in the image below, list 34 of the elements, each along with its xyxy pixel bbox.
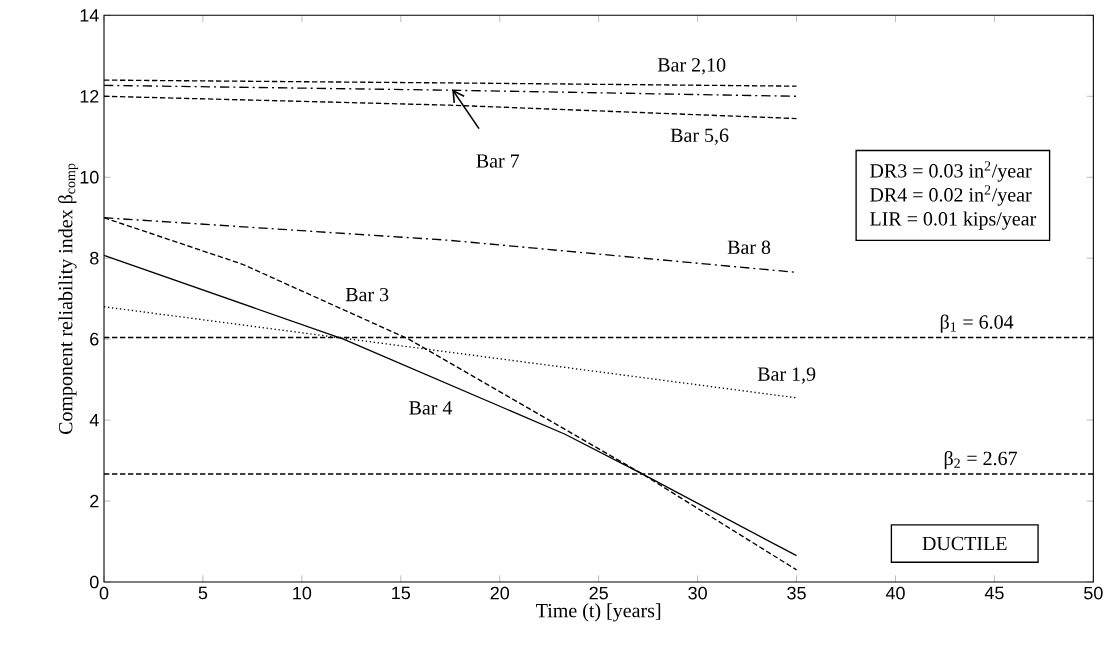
- y-tick-label: 4: [89, 413, 99, 427]
- x-tick-label: 35: [787, 586, 806, 600]
- annotation: DUCTILE: [922, 536, 1007, 551]
- x-tick-label: 25: [589, 586, 608, 600]
- y-tick-label: 10: [80, 170, 99, 184]
- x-tick-label: 50: [1084, 586, 1103, 600]
- x-tick-label: 0: [99, 586, 109, 600]
- series-label: Bar 4: [409, 401, 453, 415]
- x-tick-label: 40: [885, 586, 905, 600]
- y-tick-label: 12: [80, 90, 99, 103]
- y-tick-label: 2: [90, 494, 99, 508]
- y-tick-label: 14: [80, 9, 99, 22]
- x-tick-label: 45: [984, 586, 1004, 600]
- y-tick-label: 6: [90, 332, 99, 346]
- text: Bar 7: [476, 154, 520, 168]
- series-label: Bar 3: [345, 287, 389, 302]
- y-tick-label: 8: [90, 251, 99, 265]
- x-tick-label: 15: [392, 586, 411, 600]
- y-tick-label: 0: [89, 575, 99, 589]
- ref-line-label: β$_{2}$ = 2.67: [944, 450, 1018, 470]
- ref-line-label: β$_{1}$ = 6.04: [940, 314, 1014, 333]
- annotation: DR4 = 0.02 in$^{2}$/year: [870, 185, 1032, 206]
- series-label: Bar 2,10: [657, 58, 726, 75]
- x-tick-label: 30: [688, 586, 707, 600]
- series-label: Bar 5,6: [670, 128, 729, 145]
- series-label: Bar 1,9: [757, 367, 816, 384]
- x-axis-title: Time (t) [years]: [536, 603, 661, 622]
- annotation: DR3 = 0.03 in$^{2}$/year: [870, 161, 1032, 182]
- annotation: LIR = 0.01 kips/year: [870, 211, 1037, 230]
- x-tick-label: 20: [490, 586, 510, 600]
- series-label: Bar 8: [727, 240, 771, 254]
- x-tick-label: 5: [198, 586, 208, 600]
- x-tick-label: 10: [293, 586, 312, 600]
- y-axis-title: Component reliability index β$_{comp}$: [58, 163, 79, 435]
